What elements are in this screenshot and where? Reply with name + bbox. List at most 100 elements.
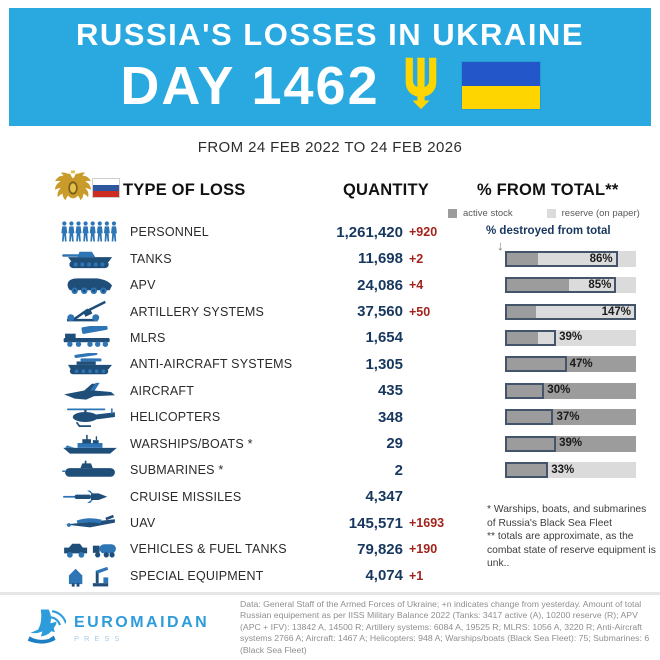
loss-type-label: TANKS	[130, 251, 172, 266]
loss-quantity: 348	[377, 408, 403, 426]
table-row: AIRCRAFT 435 30%	[10, 378, 658, 404]
loss-bar	[505, 223, 657, 241]
stock-track	[505, 250, 636, 267]
date-range: FROM 24 FEB 2022 TO 24 FEB 2026	[197, 139, 463, 156]
loss-bar: 39%	[505, 435, 657, 453]
table-row: WARSHIPS/BOATS * 29 39%	[10, 431, 658, 457]
loss-quantity: 37,560	[357, 303, 403, 321]
destroyed-from-total-label: % destroyed from total	[486, 225, 611, 237]
loss-quantity: 79,826	[357, 540, 403, 558]
table-row: UAV 145,571 +1693	[10, 510, 658, 536]
table-row: ARTILLERY SYSTEMS 37,560 +50 147%	[10, 298, 658, 324]
loss-delta: +2	[409, 251, 424, 266]
table-row: TANKS 11,698 +2 86%	[10, 245, 658, 271]
loss-quantity: 29	[386, 435, 403, 453]
loss-bar: 47%	[505, 355, 657, 373]
loss-type-label: SUBMARINES *	[130, 463, 224, 478]
loss-type-label: ANTI-AIRCRAFT SYSTEMS	[130, 357, 293, 372]
dove-logo-icon	[26, 606, 68, 651]
russian-eagle-icon	[54, 170, 92, 209]
personnel-icon	[60, 221, 120, 244]
loss-delta: +4	[409, 278, 424, 293]
loss-rows: PERSONNEL 1,261,420 +920 TANKS 11,698 +2…	[10, 219, 658, 589]
submarine-icon	[60, 459, 120, 482]
loss-delta: +920	[409, 225, 438, 240]
down-arrow-icon: ↓	[497, 238, 504, 253]
reserve-swatch	[546, 209, 556, 218]
loss-bar: 147%	[505, 303, 657, 321]
loss-bar: 39%	[505, 329, 657, 347]
uav-icon	[60, 512, 120, 535]
loss-bar: 85%	[505, 276, 657, 294]
stock-track	[505, 303, 636, 320]
loss-type-label: AIRCRAFT	[130, 383, 195, 398]
destroyed-pct-label: 39%	[559, 331, 583, 344]
table-row: VEHICLES & FUEL TANKS 79,826 +190	[10, 536, 658, 562]
header-banner: RUSSIA'S LOSSES IN UKRAINE DAY 1462	[9, 8, 651, 126]
source-note: Data: General Staff of the Armed Forces …	[240, 599, 650, 655]
table-row: HELICOPTERS 348 37%	[10, 404, 658, 430]
aircraft-icon	[60, 379, 120, 402]
warship-icon	[60, 432, 120, 455]
loss-type-label: CRUISE MISSILES	[130, 489, 242, 504]
day-counter: DAY 1462	[120, 55, 380, 116]
loss-quantity: 11,698	[357, 250, 403, 268]
table-row: MLRS 1,654 39%	[10, 325, 658, 351]
destroyed-box	[505, 329, 557, 346]
active-stock-segment	[505, 277, 570, 294]
loss-type-label: HELICOPTERS	[130, 410, 221, 425]
anti-aircraft-icon	[60, 352, 120, 376]
destroyed-pct-label: 147%	[601, 305, 631, 318]
loss-quantity: 24,086	[357, 276, 403, 294]
trident-icon	[400, 56, 442, 115]
active-stock-segment	[505, 250, 538, 267]
destroyed-box	[505, 382, 545, 399]
destroyed-pct-label: 37%	[556, 410, 580, 423]
active-stock-swatch	[448, 209, 457, 218]
euromaidan-logo: EUROMAIDAN PRESS	[26, 606, 209, 651]
apv-icon	[60, 274, 120, 297]
loss-type-label: APV	[130, 278, 156, 293]
cruise-missile-icon	[60, 485, 120, 508]
table-row: ANTI-AIRCRAFT SYSTEMS 1,305 47%	[10, 351, 658, 377]
loss-bar: 37%	[505, 408, 657, 426]
destroyed-pct-label: 30%	[547, 384, 571, 397]
table-row: APV 24,086 +4 85%	[10, 272, 658, 298]
footer-divider	[0, 592, 660, 595]
special-equipment-icon	[60, 564, 120, 588]
loss-delta: +1693	[409, 516, 445, 531]
loss-type-label: PERSONNEL	[130, 225, 209, 240]
logo-name: EUROMAIDAN	[74, 614, 210, 631]
column-header-percent: % FROM TOTAL**	[477, 181, 619, 199]
loss-type-label: SPECIAL EQUIPMENT	[130, 568, 264, 583]
destroyed-box	[505, 356, 567, 373]
loss-type-label: WARSHIPS/BOATS *	[130, 436, 253, 451]
loss-quantity: 1,261,420	[336, 223, 403, 241]
vehicles-icon	[60, 538, 120, 561]
ukraine-flag-icon	[461, 62, 540, 109]
loss-quantity: 2	[394, 461, 403, 479]
logo-subtitle: PRESS	[74, 634, 125, 643]
table-row: SPECIAL EQUIPMENT 4,074 +1	[10, 563, 658, 589]
loss-quantity: 145,571	[348, 514, 403, 532]
loss-bar: 86%	[505, 250, 657, 268]
table-row: CRUISE MISSILES 4,347	[10, 483, 658, 509]
legend-active-label: active stock	[463, 208, 513, 219]
loss-bar: 33%	[505, 461, 657, 479]
destroyed-box	[505, 462, 549, 479]
stock-track	[505, 329, 636, 346]
loss-type-label: MLRS	[130, 330, 166, 345]
footnote: * Warships, boats, and submarines of Rus…	[487, 504, 656, 570]
loss-delta: +50	[409, 304, 431, 319]
table-row: PERSONNEL 1,261,420 +920	[10, 219, 658, 245]
loss-type-label: UAV	[130, 516, 156, 531]
destroyed-box: 86%	[505, 250, 618, 267]
stock-track	[505, 409, 636, 426]
active-stock-segment	[505, 329, 538, 346]
destroyed-pct-label: 39%	[559, 437, 583, 450]
table-row: SUBMARINES * 2 33%	[10, 457, 658, 483]
day-row: DAY 1462	[120, 55, 540, 116]
stock-track	[505, 382, 636, 399]
destroyed-pct-label: 47%	[569, 357, 593, 370]
destroyed-box	[505, 435, 557, 452]
